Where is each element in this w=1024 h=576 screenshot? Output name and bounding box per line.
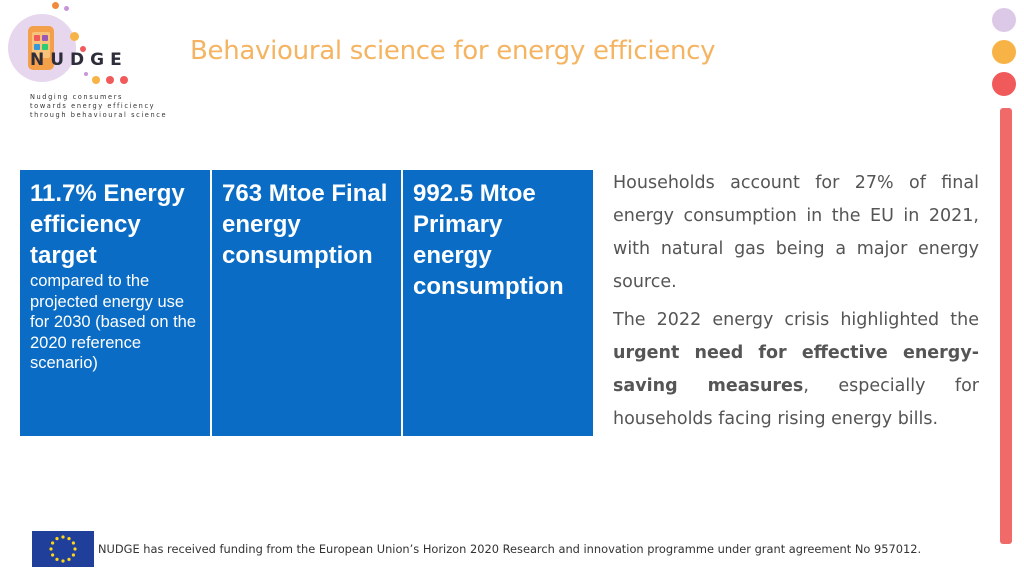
phone-icon	[28, 26, 54, 70]
emphasis-text: urgent need for effective energy-saving …	[613, 343, 979, 396]
eu-flag-icon	[32, 531, 94, 567]
logo-tagline: Nudging consumers towards energy efficie…	[30, 93, 168, 119]
logo-dot	[70, 32, 79, 41]
stats-panel: 11.7% Energy efficiency target compared …	[20, 170, 593, 436]
accent-bar	[1000, 108, 1012, 544]
logo-dot	[80, 46, 86, 52]
stat-box-final-energy: 763 Mtoe Final energy consumption	[212, 170, 403, 436]
stat-box-efficiency-target: 11.7% Energy efficiency target compared …	[20, 170, 212, 436]
deco-circle-orange	[992, 40, 1016, 64]
stat-box-primary-energy: 992.5 Mtoe Primary energy consumption	[403, 170, 593, 436]
logo-dot	[106, 76, 114, 84]
paragraph-energy-crisis: The 2022 energy crisis highlighted the u…	[613, 310, 979, 429]
page-title: Behavioural science for energy efficienc…	[190, 36, 716, 66]
deco-circle-red	[992, 72, 1016, 96]
deco-circle-purple	[992, 8, 1016, 32]
logo-dot	[120, 76, 128, 84]
logo-dot	[64, 6, 69, 11]
brand-name: NUDGE	[30, 50, 128, 70]
logo-dot	[84, 72, 88, 76]
body-text: Households account for 27% of final ener…	[613, 167, 979, 441]
logo-dot	[52, 2, 59, 9]
paragraph-households: Households account for 27% of final ener…	[613, 173, 979, 292]
nudge-logo: NUDGE Nudging consumers towards energy e…	[4, 2, 184, 122]
logo-dot	[92, 76, 100, 84]
stat-description: compared to the projected energy use for…	[30, 272, 197, 372]
stat-headline: 763 Mtoe Final energy consumption	[222, 180, 388, 269]
stat-headline: 992.5 Mtoe Primary energy consumption	[413, 180, 564, 300]
funding-notice: NUDGE has received funding from the Euro…	[98, 542, 922, 556]
stat-headline: 11.7% Energy efficiency target	[30, 180, 185, 269]
